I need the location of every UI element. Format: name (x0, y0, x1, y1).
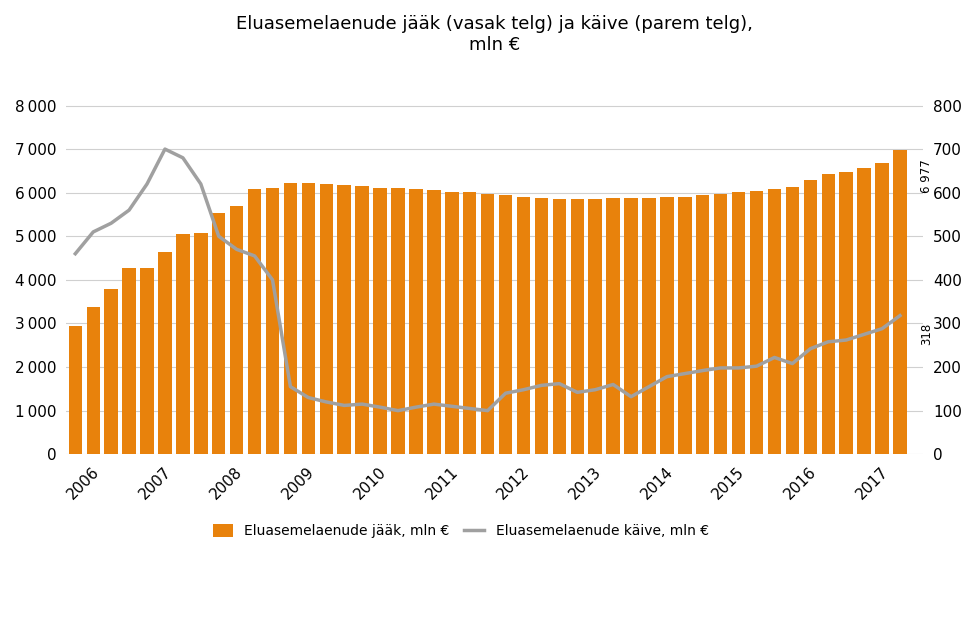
Bar (446, 192, 458, 454)
Bar (481, 194, 494, 454)
Bar (534, 198, 548, 454)
Bar (391, 188, 404, 454)
Bar (660, 197, 673, 454)
Bar (68, 326, 82, 454)
Bar (499, 195, 512, 454)
Bar (283, 183, 297, 454)
Bar (571, 199, 584, 454)
Bar (822, 174, 835, 454)
Bar (768, 189, 782, 454)
Bar (409, 189, 423, 454)
Bar (105, 289, 118, 454)
Bar (804, 180, 817, 454)
Bar (302, 183, 316, 454)
Bar (839, 172, 853, 454)
Legend: Eluasemelaenude jääk, mln €, Eluasemelaenude käive, mln €: Eluasemelaenude jääk, mln €, Eluasemelae… (207, 519, 714, 544)
Bar (248, 189, 261, 454)
Bar (875, 163, 889, 454)
Bar (87, 307, 100, 454)
Bar (266, 189, 279, 454)
Bar (858, 168, 871, 454)
Bar (373, 189, 387, 454)
Bar (786, 187, 799, 454)
Bar (893, 150, 907, 454)
Bar (553, 199, 566, 454)
Bar (732, 192, 745, 454)
Bar (427, 190, 441, 454)
Bar (319, 184, 333, 454)
Bar (714, 194, 728, 454)
Bar (517, 197, 531, 454)
Bar (607, 198, 619, 454)
Bar (678, 197, 692, 454)
Bar (212, 213, 226, 454)
Bar (696, 195, 709, 454)
Bar (122, 268, 136, 454)
Bar (194, 233, 207, 454)
Text: 318: 318 (919, 323, 933, 345)
Text: 6 977: 6 977 (919, 159, 933, 193)
Bar (141, 268, 153, 454)
Bar (463, 192, 477, 454)
Bar (176, 234, 190, 454)
Bar (356, 186, 369, 454)
Title: Eluasemelaenude jääk (vasak telg) ja käive (parem telg),
mln €: Eluasemelaenude jääk (vasak telg) ja käi… (236, 15, 753, 54)
Bar (337, 185, 351, 454)
Bar (642, 198, 656, 454)
Bar (624, 198, 638, 454)
Bar (749, 191, 763, 454)
Bar (588, 199, 602, 454)
Bar (230, 206, 243, 454)
Bar (158, 252, 172, 454)
